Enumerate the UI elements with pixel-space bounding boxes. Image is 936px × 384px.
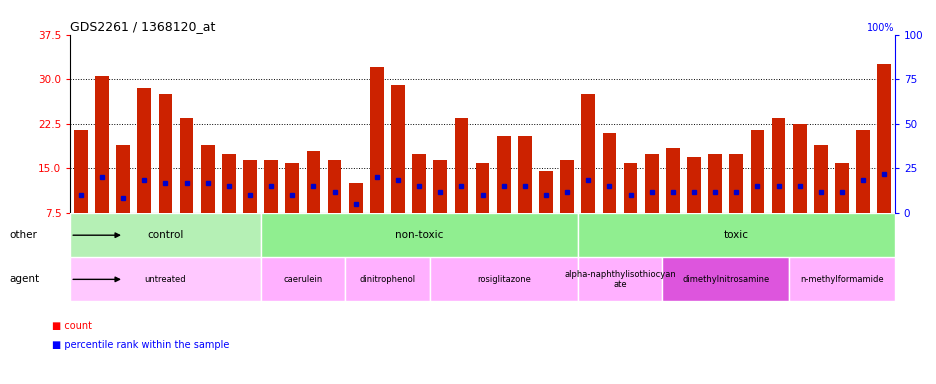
Text: dinitrophenol: dinitrophenol bbox=[359, 275, 415, 284]
Bar bbox=[70, 213, 260, 257]
Bar bbox=[708, 154, 722, 213]
Bar bbox=[792, 124, 806, 213]
Text: 100%: 100% bbox=[867, 23, 894, 33]
Text: dimethylnitrosamine: dimethylnitrosamine bbox=[681, 275, 768, 284]
Bar bbox=[264, 160, 278, 213]
Text: agent: agent bbox=[9, 274, 39, 285]
Text: non-toxic: non-toxic bbox=[394, 230, 443, 240]
Bar bbox=[496, 136, 510, 213]
Bar bbox=[433, 160, 446, 213]
Bar bbox=[74, 130, 88, 213]
Bar bbox=[222, 154, 236, 213]
Bar bbox=[180, 118, 193, 213]
Bar bbox=[578, 213, 894, 257]
Text: control: control bbox=[147, 230, 183, 240]
Bar bbox=[662, 257, 788, 301]
Bar bbox=[834, 162, 848, 213]
Bar bbox=[285, 162, 299, 213]
Bar bbox=[260, 213, 578, 257]
Text: n-methylformamide: n-methylformamide bbox=[799, 275, 883, 284]
Bar bbox=[348, 184, 362, 213]
Bar bbox=[412, 154, 426, 213]
Text: untreated: untreated bbox=[144, 275, 186, 284]
Text: GDS2261 / 1368120_at: GDS2261 / 1368120_at bbox=[70, 20, 215, 33]
Text: ■ count: ■ count bbox=[51, 321, 92, 331]
Bar bbox=[200, 145, 214, 213]
Bar bbox=[116, 145, 130, 213]
Bar bbox=[260, 257, 344, 301]
Bar bbox=[813, 145, 826, 213]
Bar bbox=[390, 85, 404, 213]
Bar bbox=[475, 162, 489, 213]
Bar bbox=[518, 136, 531, 213]
Bar bbox=[454, 118, 468, 213]
Bar bbox=[580, 94, 594, 213]
Bar bbox=[578, 257, 662, 301]
Bar bbox=[876, 65, 890, 213]
Bar bbox=[623, 162, 636, 213]
Text: alpha-naphthylisothiocyan
ate: alpha-naphthylisothiocyan ate bbox=[563, 270, 675, 289]
Bar bbox=[242, 160, 256, 213]
Bar bbox=[788, 257, 894, 301]
Bar bbox=[856, 130, 869, 213]
Bar bbox=[728, 154, 742, 213]
Text: other: other bbox=[9, 230, 37, 240]
Bar bbox=[560, 160, 574, 213]
Bar bbox=[430, 257, 578, 301]
Bar bbox=[771, 118, 784, 213]
Text: caerulein: caerulein bbox=[283, 275, 322, 284]
Bar bbox=[686, 157, 700, 213]
Bar bbox=[344, 257, 430, 301]
Text: toxic: toxic bbox=[723, 230, 748, 240]
Bar bbox=[158, 94, 172, 213]
Bar bbox=[602, 133, 616, 213]
Bar bbox=[306, 151, 320, 213]
Bar bbox=[538, 172, 552, 213]
Bar bbox=[70, 257, 260, 301]
Bar bbox=[138, 88, 151, 213]
Text: rosiglitazone: rosiglitazone bbox=[476, 275, 530, 284]
Bar bbox=[370, 67, 384, 213]
Bar bbox=[95, 76, 109, 213]
Bar bbox=[328, 160, 341, 213]
Text: ■ percentile rank within the sample: ■ percentile rank within the sample bbox=[51, 340, 228, 350]
Bar bbox=[665, 148, 679, 213]
Bar bbox=[750, 130, 764, 213]
Bar bbox=[644, 154, 658, 213]
